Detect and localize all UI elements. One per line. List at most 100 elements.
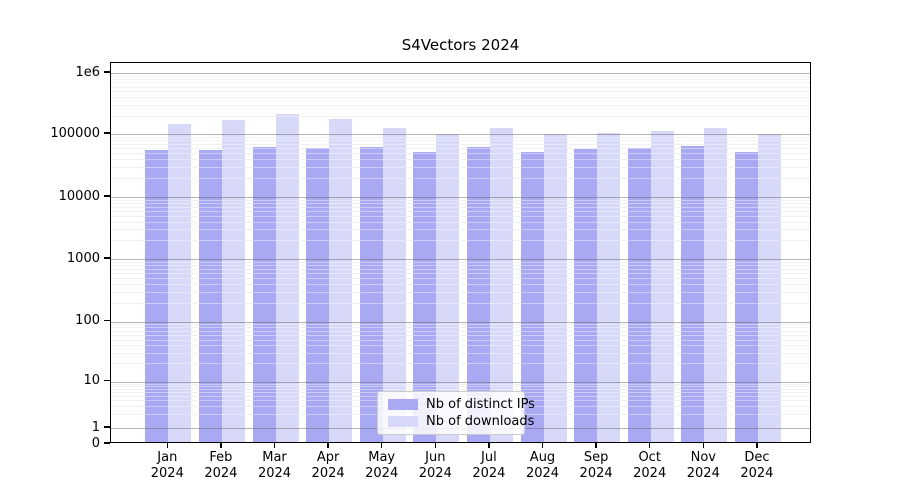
minor-gridline bbox=[111, 221, 810, 223]
y-tick-label: 1e6 bbox=[75, 64, 100, 80]
minor-gridline-overlay bbox=[111, 383, 810, 385]
minor-gridline-overlay bbox=[111, 327, 810, 329]
y-tick-label: 1 bbox=[91, 419, 100, 435]
major-gridline bbox=[111, 259, 810, 260]
x-tick-label: Jul 2024 bbox=[472, 450, 506, 481]
minor-gridline bbox=[111, 291, 810, 293]
legend-label-downloads: Nb of downloads bbox=[426, 414, 535, 429]
minor-gridline bbox=[111, 383, 810, 385]
bar-distinct-ips-feb bbox=[198, 149, 222, 442]
minor-gridline bbox=[111, 388, 810, 390]
minor-gridline-overlay bbox=[111, 386, 810, 387]
legend: Nb of distinct IPs Nb of downloads bbox=[377, 391, 535, 435]
minor-gridline-overlay bbox=[111, 206, 810, 208]
x-tick-label: Aug 2024 bbox=[525, 450, 560, 481]
x-tick-label: Mar 2024 bbox=[257, 450, 292, 481]
minor-gridline-overlay bbox=[111, 334, 810, 336]
minor-gridline bbox=[111, 334, 810, 336]
x-tick-mark bbox=[166, 443, 168, 448]
minor-gridline-overlay bbox=[111, 136, 810, 138]
y-tick-mark bbox=[104, 195, 110, 197]
bar-downloads-jul bbox=[489, 128, 513, 442]
legend-label-distinct-ips: Nb of distinct IPs bbox=[426, 397, 535, 412]
minor-gridline-overlay bbox=[111, 324, 810, 326]
minor-gridline-overlay bbox=[111, 221, 810, 223]
minor-gridline bbox=[111, 143, 810, 145]
minor-gridline bbox=[111, 339, 810, 341]
minor-gridline bbox=[111, 91, 810, 93]
minor-gridline bbox=[111, 210, 810, 212]
minor-gridline-overlay bbox=[111, 339, 810, 341]
minor-gridline bbox=[111, 272, 810, 274]
bar-distinct-ips-aug bbox=[520, 152, 544, 442]
minor-gridline bbox=[111, 283, 810, 285]
minor-gridline bbox=[111, 277, 810, 279]
bar-downloads-feb bbox=[221, 120, 245, 442]
bar-downloads-mar bbox=[275, 114, 299, 442]
major-gridline bbox=[111, 321, 810, 323]
x-tick-mark bbox=[649, 443, 651, 448]
x-tick-mark bbox=[220, 443, 222, 448]
minor-gridline-overlay bbox=[111, 91, 810, 93]
bar-downloads-dec bbox=[757, 133, 781, 442]
x-tick-mark bbox=[327, 443, 329, 448]
x-tick-mark bbox=[434, 443, 436, 448]
minor-gridline-overlay bbox=[111, 229, 810, 231]
x-tick-label: Apr 2024 bbox=[311, 450, 345, 481]
major-gridline bbox=[111, 134, 810, 135]
x-tick-mark bbox=[381, 443, 383, 448]
x-tick-label: Feb 2024 bbox=[204, 450, 238, 481]
bar-distinct-ips-jul bbox=[466, 146, 490, 442]
minor-gridline-overlay bbox=[111, 82, 810, 84]
minor-gridline bbox=[111, 229, 810, 231]
minor-gridline-overlay bbox=[111, 159, 810, 161]
y-tick-label: 100 bbox=[75, 313, 100, 328]
bar-distinct-ips-sep bbox=[574, 149, 598, 442]
minor-gridline bbox=[111, 261, 810, 263]
minor-gridline-overlay bbox=[111, 166, 810, 168]
minor-gridline-overlay bbox=[111, 140, 810, 142]
bar-downloads-may bbox=[382, 128, 406, 442]
minor-gridline-overlay bbox=[111, 86, 810, 88]
minor-gridline bbox=[111, 240, 810, 242]
minor-gridline-overlay bbox=[111, 345, 810, 347]
minor-gridline-overlay bbox=[111, 291, 810, 293]
minor-gridline-overlay bbox=[111, 210, 810, 212]
x-tick-label: Jun 2024 bbox=[418, 450, 452, 481]
major-gridline bbox=[111, 381, 810, 383]
minor-gridline-overlay bbox=[111, 97, 810, 99]
minor-gridline-overlay bbox=[111, 78, 810, 80]
minor-gridline bbox=[111, 265, 810, 267]
bar-distinct-ips-nov bbox=[681, 146, 705, 442]
bar-distinct-ips-jan bbox=[145, 149, 169, 442]
x-tick-label: Sep 2024 bbox=[579, 450, 613, 481]
x-tick-label: Dec 2024 bbox=[740, 450, 774, 481]
minor-gridline bbox=[111, 215, 810, 217]
bar-distinct-ips-apr bbox=[306, 147, 330, 442]
bar-downloads-jun bbox=[436, 133, 460, 442]
y-tick-mark bbox=[104, 132, 110, 134]
x-tick-mark bbox=[756, 443, 758, 448]
minor-gridline bbox=[111, 327, 810, 329]
x-tick-label: Oct 2024 bbox=[633, 450, 667, 481]
y-tick-mark bbox=[104, 71, 110, 73]
minor-gridline-overlay bbox=[111, 215, 810, 217]
y-tick-label: 0 bbox=[91, 435, 100, 451]
minor-gridline-overlay bbox=[111, 272, 810, 274]
legend-swatch-downloads bbox=[388, 416, 418, 427]
y-tick-mark bbox=[104, 319, 110, 322]
minor-gridline-overlay bbox=[111, 302, 810, 304]
minor-gridline-overlay bbox=[111, 265, 810, 267]
y-tick-mark bbox=[104, 442, 110, 444]
minor-gridline-overlay bbox=[111, 277, 810, 279]
bar-distinct-ips-may bbox=[359, 146, 383, 442]
minor-gridline-overlay bbox=[111, 363, 810, 365]
x-tick-mark bbox=[541, 443, 544, 448]
minor-gridline-overlay bbox=[111, 203, 810, 204]
bar-downloads-apr bbox=[329, 118, 353, 442]
minor-gridline-overlay bbox=[111, 115, 810, 117]
minor-gridline-overlay bbox=[111, 261, 810, 263]
minor-gridline bbox=[111, 159, 810, 161]
minor-gridline-overlay bbox=[111, 283, 810, 285]
y-tick-label: 100000 bbox=[50, 125, 100, 141]
